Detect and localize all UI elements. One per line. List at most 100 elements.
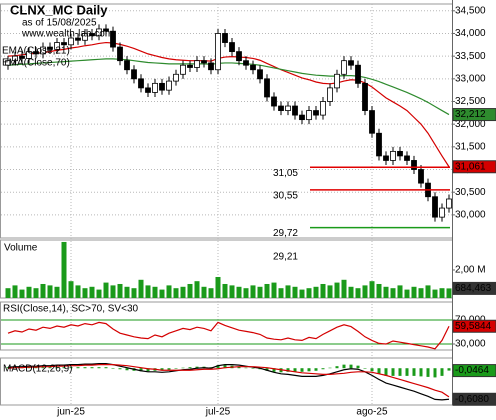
value-box — [452, 108, 496, 122]
y-tick-label: 2,00 M — [455, 265, 486, 276]
histogram-bar — [265, 368, 269, 371]
candle-body — [271, 96, 277, 107]
line — [7, 363, 450, 401]
candle-body — [12, 55, 18, 62]
candle-body — [110, 30, 116, 48]
candle-body — [446, 198, 452, 209]
bar — [215, 276, 221, 298]
candle-body — [187, 64, 193, 68]
candle-body — [299, 114, 305, 121]
histogram-bar — [195, 366, 199, 369]
candle-body — [285, 105, 291, 111]
candle-body — [124, 60, 130, 71]
bar — [96, 289, 102, 298]
bar — [110, 285, 116, 298]
bar — [40, 283, 46, 298]
value-box — [452, 281, 496, 295]
candle-body — [131, 69, 137, 80]
candle-body — [19, 55, 25, 59]
y-tick-label: 30,000 — [455, 210, 486, 221]
bar — [19, 289, 25, 298]
histogram-bar — [307, 368, 311, 372]
line — [7, 321, 450, 350]
bar — [390, 288, 396, 298]
level-label: 30,55 — [273, 191, 298, 202]
value-box — [452, 319, 496, 333]
bar — [320, 283, 326, 298]
bar — [292, 286, 298, 298]
candle-body — [376, 132, 382, 157]
bar — [145, 285, 151, 298]
bar — [208, 288, 214, 298]
chart-title: CLNX_MC Daily — [10, 2, 108, 17]
bar — [124, 286, 130, 298]
bar — [278, 288, 284, 298]
source: www.wealth-lab.com — [21, 29, 113, 40]
candle-body — [145, 87, 151, 93]
histogram-bar — [370, 368, 374, 372]
y-tick-label: 32,000 — [455, 119, 486, 130]
bar — [61, 241, 67, 298]
histogram-bar — [244, 367, 248, 369]
histogram-bar — [216, 365, 220, 369]
candle-body — [33, 51, 39, 55]
candle-body — [313, 110, 319, 116]
candle-body — [89, 33, 95, 37]
bar — [383, 286, 389, 298]
x-tick-label: jul-25 — [205, 407, 231, 418]
level-label: 29,21 — [273, 251, 298, 262]
subtitle: as of 15/08/2025 — [22, 18, 97, 29]
histogram-bar — [286, 368, 290, 372]
histogram-bar — [111, 368, 115, 369]
histogram-bar — [69, 367, 73, 369]
bar — [432, 289, 438, 298]
bar — [68, 281, 74, 298]
bar — [89, 286, 95, 298]
bar — [271, 282, 277, 298]
bar — [201, 286, 207, 298]
bar — [236, 286, 242, 298]
x-tick-label: ago-25 — [356, 407, 388, 418]
y-tick-label: 31,500 — [455, 141, 486, 152]
candle-body — [159, 82, 165, 91]
candle-body — [369, 110, 375, 134]
bar — [257, 286, 263, 298]
bar — [348, 286, 354, 298]
histogram-bar — [272, 368, 276, 372]
histogram-bar — [314, 368, 318, 371]
bar — [243, 288, 249, 298]
histogram-bar — [384, 368, 388, 376]
bar — [138, 279, 144, 298]
histogram-bar — [55, 367, 59, 369]
histogram-bar — [146, 368, 150, 372]
histogram-bar — [104, 367, 108, 369]
histogram-bar — [405, 368, 409, 376]
candle-body — [397, 150, 403, 157]
histogram-bar — [447, 368, 451, 371]
value-label: 59,5844 — [455, 321, 492, 332]
candle-body — [5, 60, 11, 66]
candle-body — [54, 42, 60, 50]
histogram-bar — [174, 368, 178, 369]
bar — [33, 288, 39, 298]
candle-body — [47, 46, 53, 50]
candle-body — [208, 62, 214, 71]
candle-body — [278, 105, 284, 111]
panel-title: Volume — [4, 243, 38, 254]
histogram-bar — [328, 367, 332, 369]
histogram-bar — [76, 367, 80, 369]
candle-body — [138, 78, 144, 89]
candle-body — [320, 101, 326, 116]
candle-body — [404, 155, 410, 161]
value-box — [452, 392, 496, 406]
panel-title: MACD(12,26,9) — [3, 364, 72, 375]
candle-body — [96, 28, 102, 37]
candle-body — [201, 60, 207, 64]
bar — [362, 285, 368, 298]
y-tick-label: 33,500 — [455, 51, 486, 62]
line — [7, 364, 450, 398]
line — [7, 58, 450, 116]
candle-body — [26, 51, 32, 59]
histogram-bar — [356, 365, 360, 369]
